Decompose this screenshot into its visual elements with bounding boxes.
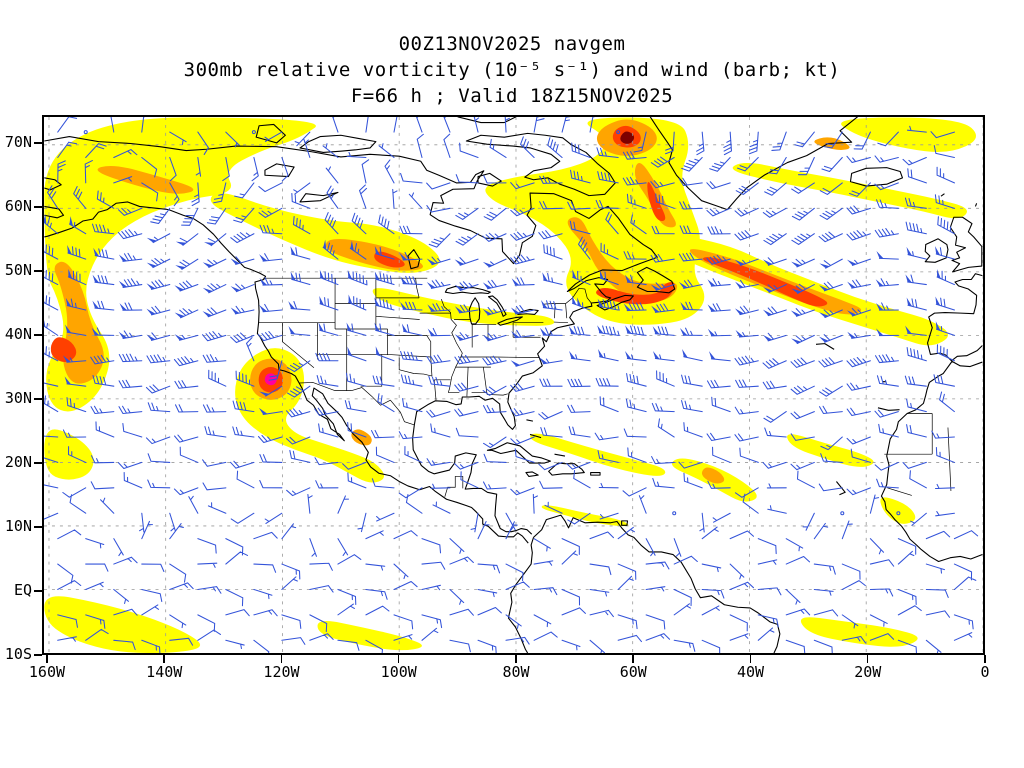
chart-title-line3: F=66 h ; Valid 18Z15NOV2025 — [350, 85, 674, 107]
lon-tick — [163, 655, 165, 663]
lat-tick — [34, 206, 42, 208]
lat-tick — [34, 654, 42, 656]
lat-tick — [34, 590, 42, 592]
lat-tick — [34, 270, 42, 272]
lon-tick-label: 0 — [980, 663, 990, 681]
lon-tick-label: 80W — [502, 663, 530, 681]
lat-tick — [34, 398, 42, 400]
lat-tick-label: EQ — [13, 581, 32, 599]
lat-tick-label: 10N — [4, 517, 32, 535]
lon-tick-label: 60W — [619, 663, 647, 681]
lon-tick — [280, 655, 283, 663]
lat-tick — [34, 462, 42, 464]
lon-tick — [984, 655, 986, 663]
map-frame — [42, 115, 985, 655]
lon-tick — [46, 655, 48, 663]
state-border-layer — [257, 277, 952, 497]
lon-tick — [515, 655, 517, 663]
lat-tick-label: 50N — [4, 261, 32, 279]
lon-tick-label: 40W — [736, 663, 765, 681]
wind-barb-layer — [44, 117, 979, 653]
chart-title-line2: 300mb relative vorticity (10⁻⁵ s⁻¹) and … — [183, 59, 841, 81]
lon-tick — [866, 655, 869, 663]
lat-tick-label: 70N — [4, 133, 32, 151]
chart-title-line1: 00Z13NOV2025 navgem — [398, 33, 626, 55]
lon-tick — [632, 655, 634, 663]
map-canvas — [44, 117, 983, 653]
lon-tick-label: 160W — [28, 663, 66, 681]
lon-tick-label: 20W — [854, 663, 882, 681]
lat-tick-label: 10S — [4, 645, 32, 663]
lon-tick — [749, 655, 752, 663]
lon-tick-label: 140W — [146, 663, 183, 681]
lat-tick-label: 60N — [4, 197, 32, 215]
vorticity-fill-layer — [44, 117, 977, 653]
lon-tick — [397, 655, 400, 663]
lat-tick-label: 40N — [4, 325, 32, 343]
lat-tick-label: 30N — [4, 389, 32, 407]
chart-title-block: 00Z13NOV2025 navgem 300mb relative vorti… — [0, 31, 1024, 109]
lon-tick-label: 100W — [380, 663, 417, 681]
lon-tick-label: 120W — [263, 663, 300, 681]
lat-tick — [34, 334, 42, 336]
lat-tick-label: 20N — [4, 453, 32, 471]
lat-tick — [34, 142, 42, 144]
lat-tick — [34, 526, 42, 528]
